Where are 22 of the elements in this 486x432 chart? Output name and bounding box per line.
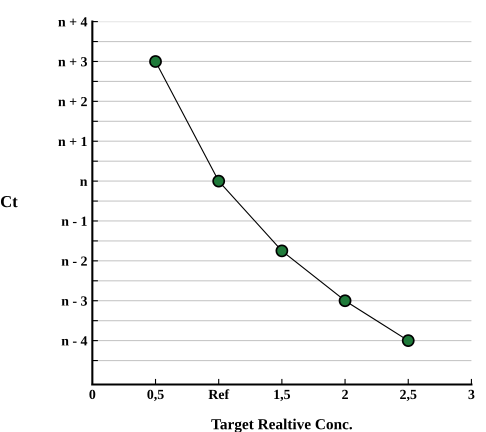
x-tick-label: 2 (342, 390, 348, 399)
point (275, 244, 288, 258)
point (338, 294, 352, 308)
x-tick-label: 1,5 (274, 390, 290, 402)
x-tick-label: 3 (468, 390, 474, 400)
y-tick-label: n - 1 (62, 216, 87, 226)
point (149, 55, 162, 68)
y-tick-label: n (80, 179, 88, 186)
y-tick-label: n + 4 (58, 17, 88, 26)
y-tick-label: n + 1 (58, 136, 87, 146)
point (402, 334, 415, 348)
y-tick-label: n - 2 (62, 256, 87, 266)
y-axis-title: Ct (0, 196, 18, 208)
y-tick-label: n - 3 (62, 296, 88, 306)
x-tick-label: Ref (208, 389, 230, 400)
x-tick-label: 2,5 (400, 390, 416, 402)
point (212, 174, 226, 188)
x-tick-label: 0,5 (147, 390, 164, 402)
x-tick-label: 0 (89, 390, 96, 400)
y-tick-label: n - 4 (62, 336, 88, 346)
y-tick-label: n + 3 (58, 57, 88, 66)
y-tick-label: n + 2 (58, 96, 87, 106)
